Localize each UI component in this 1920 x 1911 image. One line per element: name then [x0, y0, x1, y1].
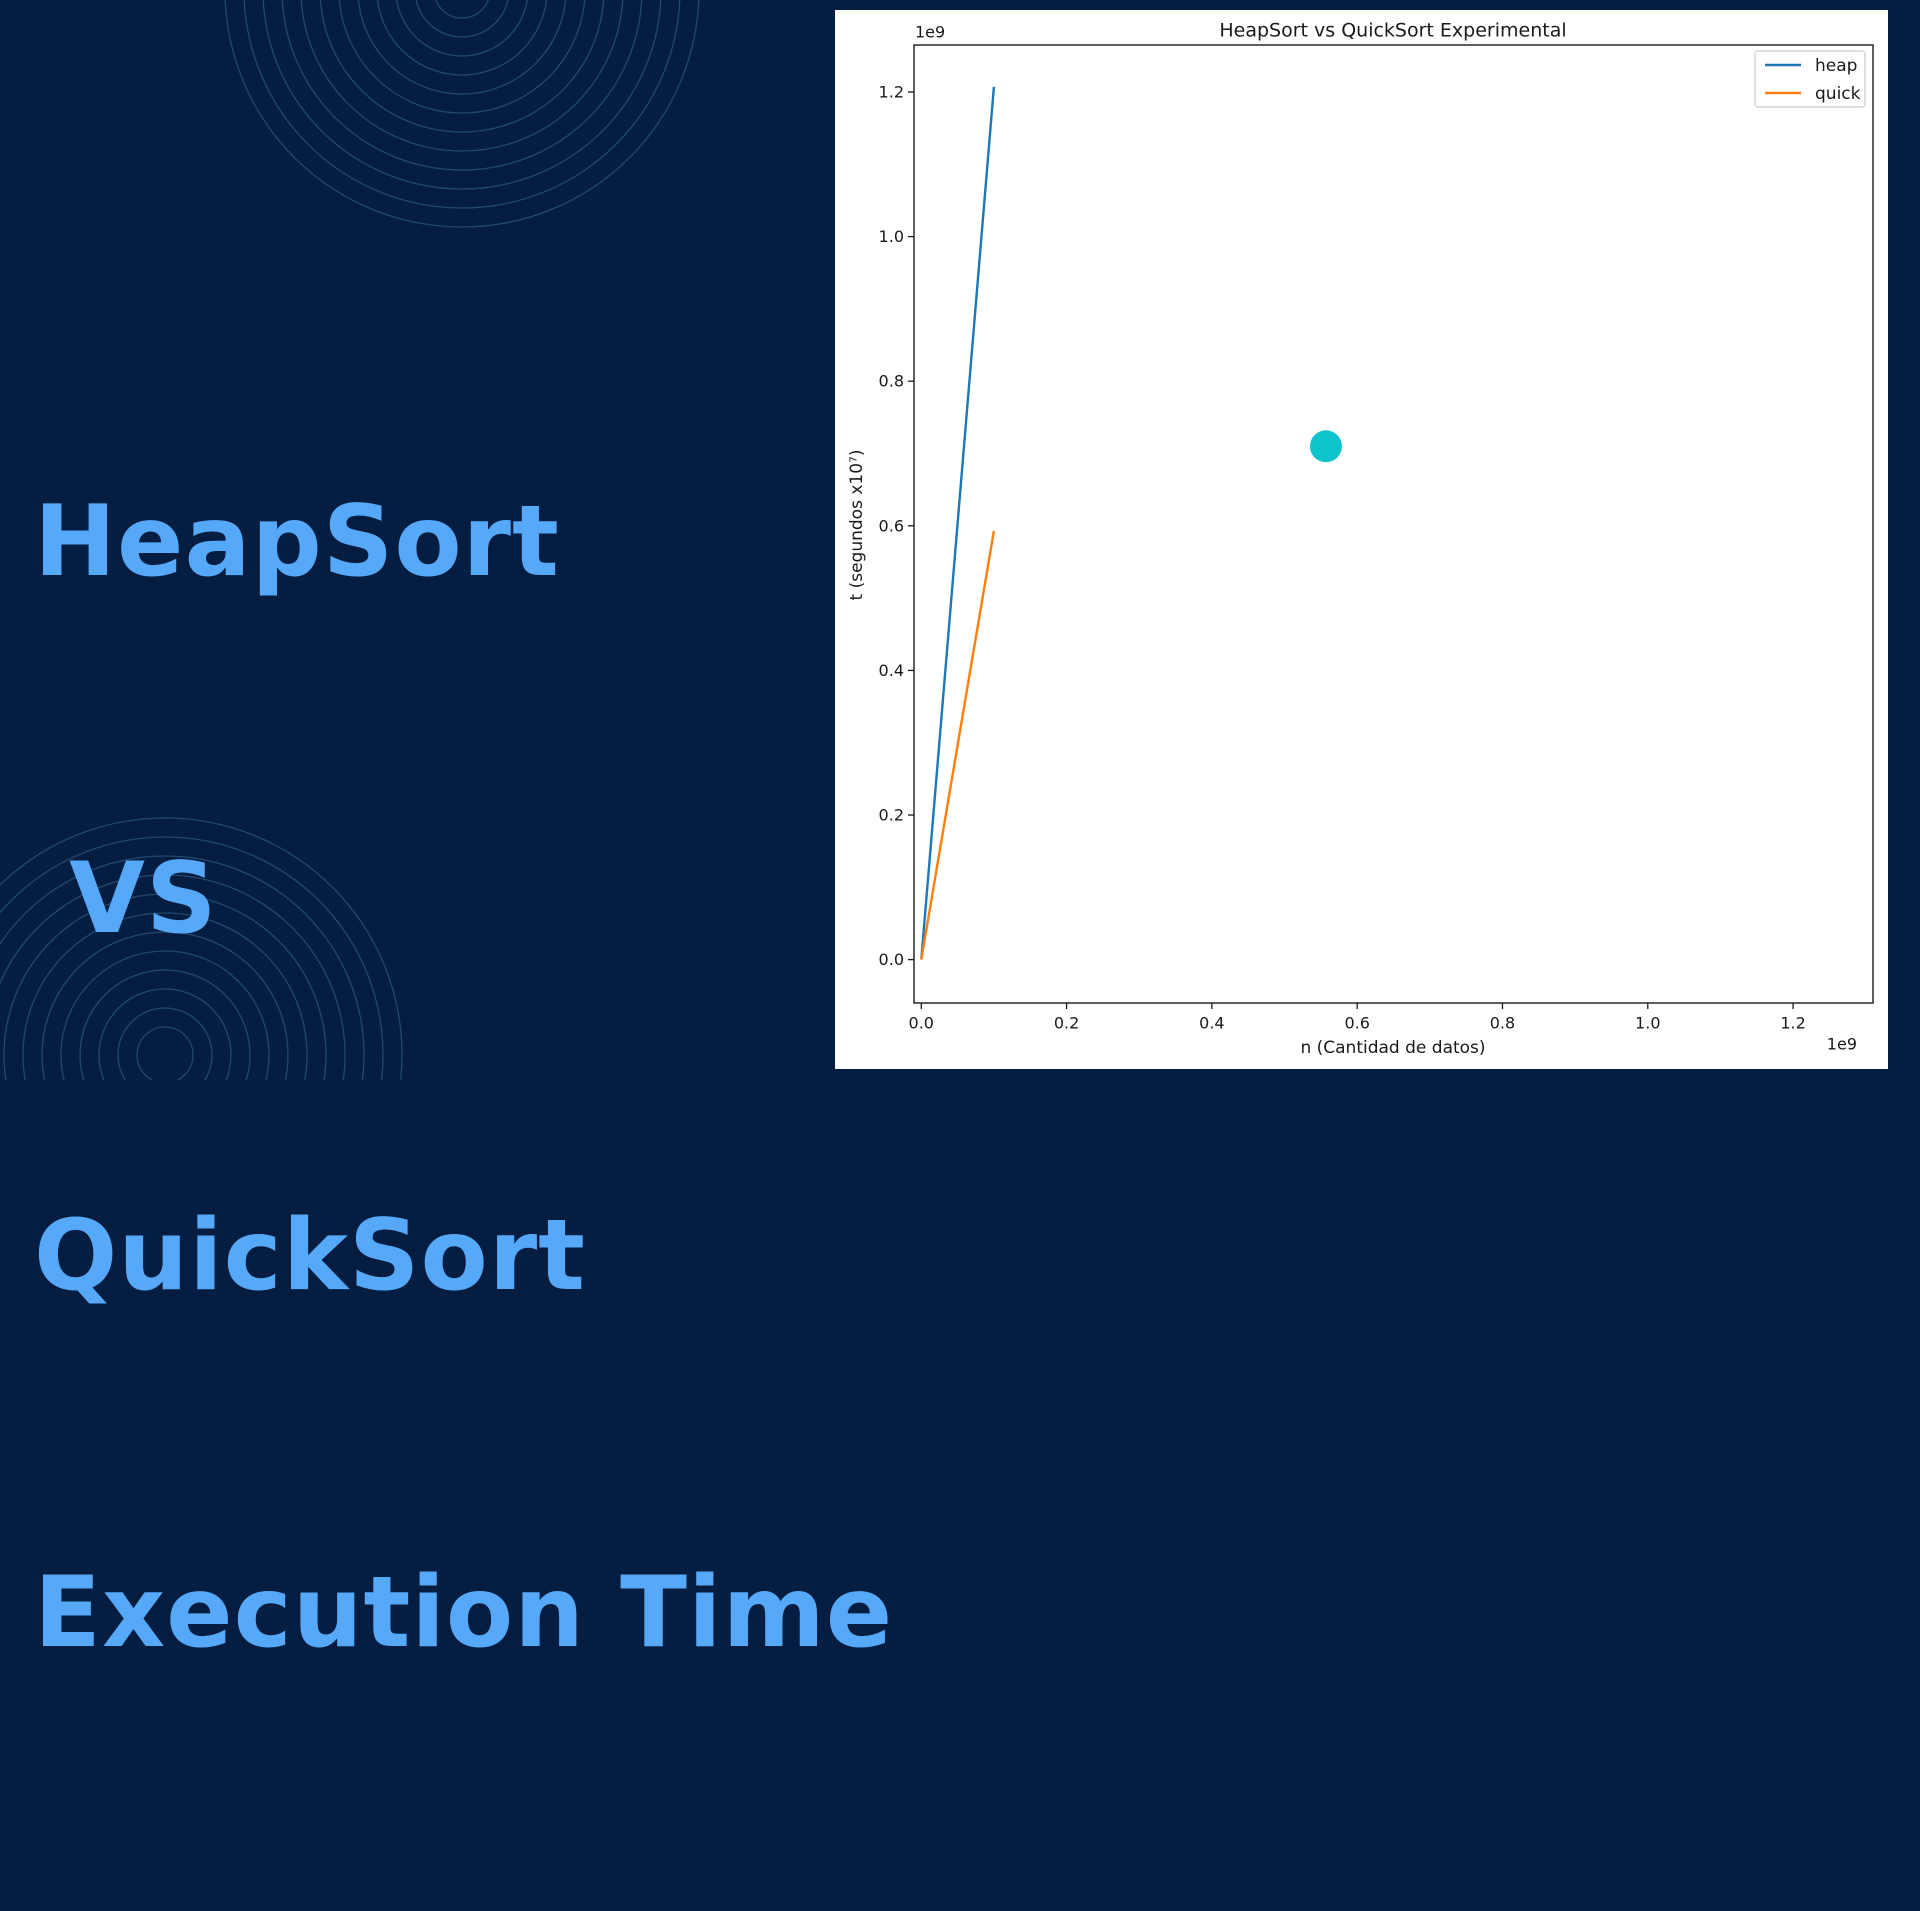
y-tick-label: 0.8	[879, 372, 904, 391]
y-offset-label: 1e9	[915, 23, 945, 42]
x-tick-label: 0.6	[1344, 1014, 1369, 1033]
ring-top	[262, 0, 662, 190]
y-tick-label: 1.2	[879, 82, 904, 101]
ring-top	[319, 0, 605, 133]
slide-title: HeapSort VS QuickSort Execution Time	[34, 245, 893, 1911]
y-tick-label: 0.4	[879, 661, 904, 680]
chart-panel: HeapSort vs QuickSort Experimental 1e9 1…	[835, 10, 1888, 1069]
ring-top	[224, 0, 700, 228]
title-line-2: VS	[34, 842, 218, 956]
title-line-4: Execution Time	[34, 1556, 894, 1670]
series-line-quick	[920, 530, 996, 960]
top-concentric-rings	[224, 0, 700, 228]
x-tick-label: 0.0	[909, 1014, 934, 1033]
ring-top	[338, 0, 586, 114]
ring-top	[435, 0, 489, 19]
legend-label-heap: heap	[1815, 56, 1857, 76]
x-offset-label: 1e9	[1827, 1035, 1857, 1054]
x-tick-label: 0.4	[1199, 1014, 1224, 1033]
y-axis-ticks: 0.0 0.2 0.4 0.6 0.8 1.0 1.2	[879, 82, 914, 969]
ring-top	[376, 0, 548, 76]
annotation-dot	[1309, 430, 1342, 463]
x-tick-label: 1.2	[1780, 1014, 1805, 1033]
y-tick-label: 1.0	[879, 227, 904, 246]
ring-top	[281, 0, 643, 171]
y-tick-label: 0.6	[879, 516, 904, 535]
y-tick-label: 0.0	[879, 950, 904, 969]
series-lines	[920, 86, 996, 960]
y-tick-label: 0.2	[879, 806, 904, 825]
x-tick-label: 0.2	[1054, 1014, 1079, 1033]
title-line-1: HeapSort	[34, 485, 560, 599]
ring-top	[396, 0, 528, 57]
title-line-3: QuickSort	[34, 1199, 587, 1313]
legend-label-quick: quick	[1815, 84, 1861, 104]
x-axis-label: n (Cantidad de datos)	[1300, 1038, 1485, 1058]
slide: HeapSort VS QuickSort Execution Time Hea…	[0, 0, 1888, 1670]
x-axis-ticks: 0.0 0.2 0.4 0.6 0.8 1.0 1.2	[909, 1003, 1806, 1033]
chart-title: HeapSort vs QuickSort Experimental	[1219, 20, 1566, 42]
x-tick-label: 0.8	[1490, 1014, 1515, 1033]
legend: heap quick	[1754, 50, 1866, 108]
line-chart: HeapSort vs QuickSort Experimental 1e9 1…	[847, 20, 1874, 1058]
x-tick-label: 1.0	[1635, 1014, 1660, 1033]
annotation-layer	[1309, 430, 1342, 463]
ring-top	[415, 0, 509, 38]
series-line-heap	[920, 86, 996, 960]
ring-top	[300, 0, 624, 152]
ring-top	[243, 0, 681, 209]
y-axis-label: t (segundos x10⁷)	[847, 450, 867, 601]
plot-area-frame	[913, 44, 1874, 1004]
ring-top	[357, 0, 567, 95]
